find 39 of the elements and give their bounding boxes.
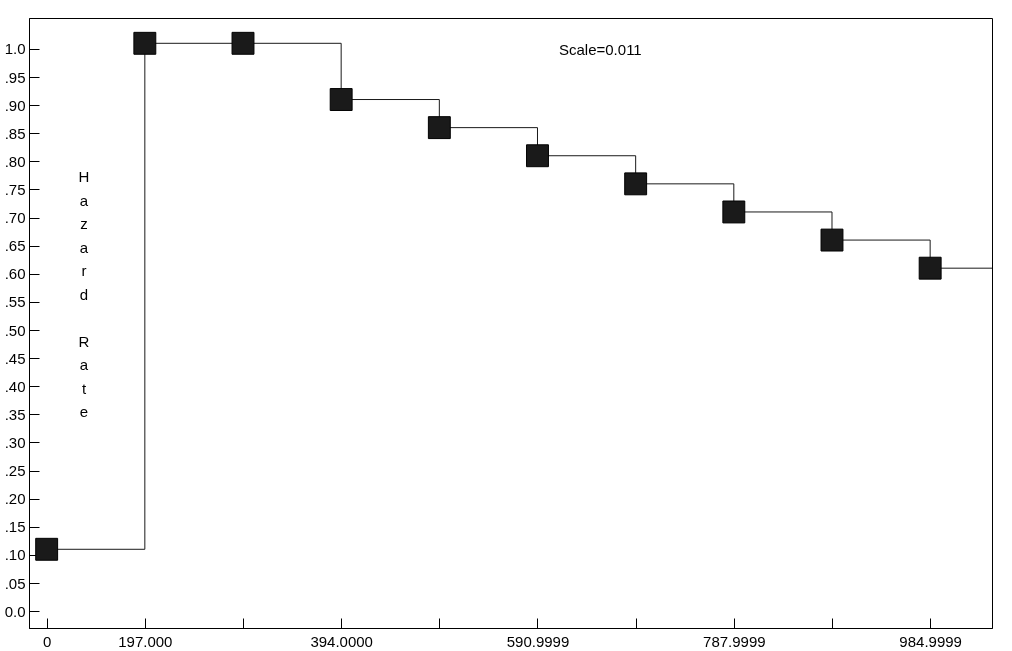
- y-tick-label: .15: [4, 518, 26, 536]
- y-tick-label: .45: [4, 349, 26, 367]
- point: [133, 31, 157, 55]
- x-tick-label: 787.9999: [703, 632, 766, 650]
- x-tick-label: 984.9999: [899, 632, 962, 650]
- point: [722, 200, 746, 224]
- y-tick-label: .30: [4, 433, 26, 451]
- y-tick-label: .40: [4, 377, 26, 395]
- y-tick-label: .35: [4, 405, 26, 423]
- x-tick-label: 197.000: [118, 632, 173, 650]
- point: [624, 172, 648, 196]
- point: [820, 228, 844, 252]
- y-tick-label: .80: [4, 152, 26, 170]
- annotation: Scale=0.011: [559, 41, 642, 58]
- point: [427, 116, 451, 140]
- x-tick-label: 590.9999: [506, 632, 570, 650]
- point: [918, 256, 942, 280]
- point: [329, 88, 353, 111]
- y-tick-label: .90: [4, 96, 26, 114]
- y-tick-label: .65: [4, 237, 26, 255]
- y-tick-label: 1.0: [4, 40, 26, 58]
- y-tick-label: .25: [4, 462, 26, 480]
- point: [231, 31, 255, 55]
- point: [35, 537, 59, 561]
- y-tick-label: .95: [4, 68, 26, 86]
- y-tick-label: .10: [4, 546, 26, 564]
- y-tick-label: .50: [4, 321, 26, 339]
- point: [526, 144, 549, 168]
- y-tick-label: .20: [4, 490, 26, 508]
- y-tick-label: .75: [4, 180, 26, 198]
- y-tick-label: .05: [4, 574, 26, 592]
- y-tick-label: .55: [4, 293, 26, 311]
- text: Hazard Rate: [78, 168, 90, 420]
- x-tick-label: 0: [43, 632, 52, 650]
- x-tick-label: 394.0000: [310, 632, 373, 650]
- y-tick-label: .85: [4, 124, 26, 142]
- y-tick-label: .60: [4, 265, 26, 283]
- y-tick-label: .70: [4, 209, 26, 227]
- y-tick-label: 0.0: [4, 602, 26, 620]
